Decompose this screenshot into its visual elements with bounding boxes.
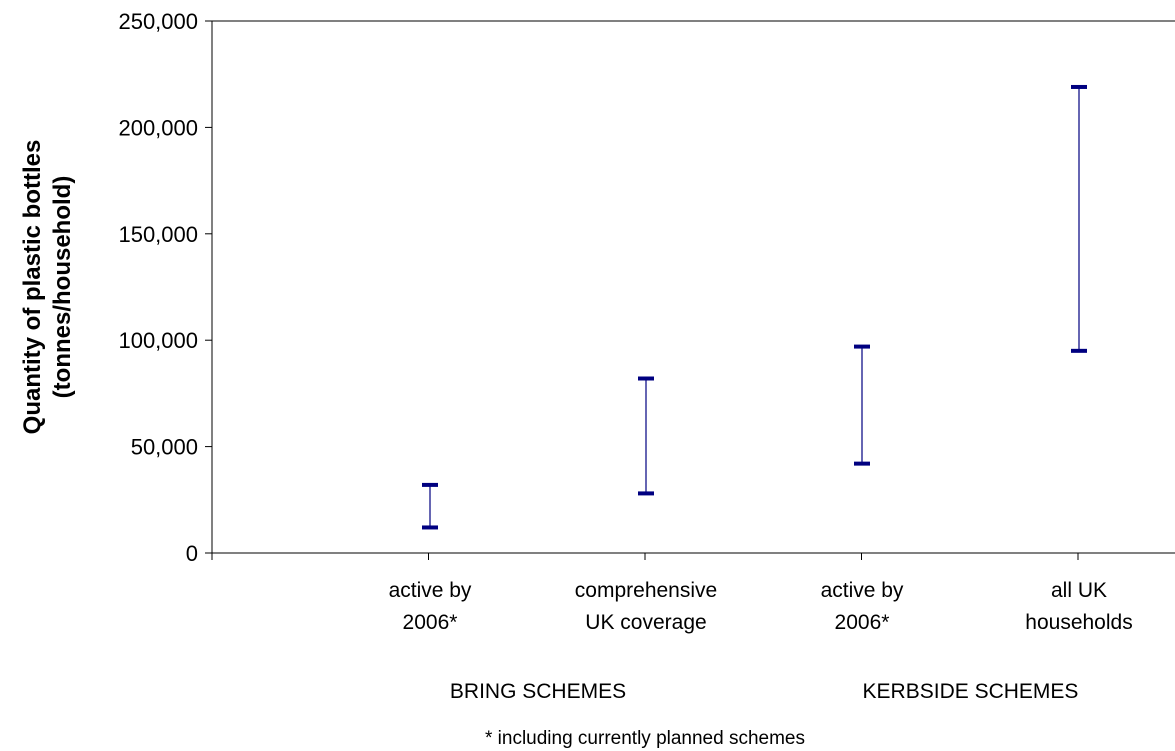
group-label: KERBSIDE SCHEMES	[863, 680, 1079, 703]
y-axis-label-line: (tonnes/household)	[49, 176, 76, 399]
y-axis-label: Quantity of plastic bottles (tonnes/house…	[19, 140, 76, 435]
category-labels: active by 2006* comprehensive UK coverage ac…	[389, 579, 1133, 634]
chart-axes	[211, 20, 1175, 560]
y-tick-label: 100,000	[118, 328, 198, 353]
category-label: all UK	[1051, 579, 1107, 602]
range-bar	[422, 482, 438, 530]
category-label: active by	[389, 579, 472, 602]
category-label: 2006*	[835, 611, 890, 634]
y-tick-label: 200,000	[118, 115, 198, 140]
group-label: BRING SCHEMES	[450, 680, 626, 703]
y-tick-label: 50,000	[131, 435, 198, 460]
range-bar	[1071, 84, 1087, 353]
range-marks	[422, 84, 1087, 530]
y-axis-label-line: Quantity of plastic bottles	[19, 140, 46, 435]
category-label: UK coverage	[585, 611, 706, 634]
range-bar	[854, 344, 870, 466]
y-ticks: 0 50,000 100,000 150,000 200,000 250,000	[118, 9, 212, 566]
category-label: active by	[821, 579, 904, 602]
category-label: comprehensive	[575, 579, 717, 602]
category-label: 2006*	[403, 611, 458, 634]
group-labels: BRING SCHEMES KERBSIDE SCHEMES	[450, 680, 1079, 703]
y-tick-label: 150,000	[118, 222, 198, 247]
category-label: households	[1025, 611, 1132, 634]
y-tick-label: 250,000	[118, 9, 198, 34]
range-bar	[638, 376, 654, 496]
y-tick-label: 0	[186, 541, 198, 566]
footnote: * including currently planned schemes	[485, 728, 805, 749]
